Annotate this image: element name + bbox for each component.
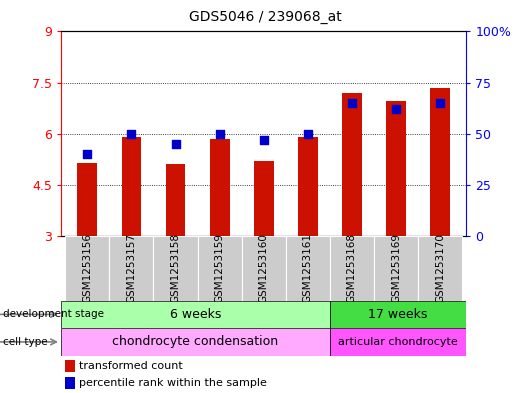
- Point: [171, 141, 180, 147]
- Text: GSM1253168: GSM1253168: [347, 233, 357, 303]
- Text: percentile rank within the sample: percentile rank within the sample: [79, 378, 267, 388]
- Bar: [330, 328, 466, 356]
- Bar: [418, 236, 462, 301]
- Point: [436, 100, 444, 106]
- Text: GSM1253170: GSM1253170: [435, 233, 445, 303]
- Text: transformed count: transformed count: [79, 361, 183, 371]
- Text: GSM1253159: GSM1253159: [215, 233, 225, 303]
- Bar: [330, 236, 374, 301]
- Bar: [65, 377, 75, 389]
- Point: [127, 130, 136, 137]
- Point: [304, 130, 312, 137]
- Text: 6 weeks: 6 weeks: [170, 308, 221, 321]
- Bar: [386, 101, 406, 236]
- Bar: [430, 88, 450, 236]
- Bar: [286, 236, 330, 301]
- Text: GSM1253161: GSM1253161: [303, 233, 313, 303]
- Bar: [61, 301, 330, 328]
- Text: chondrocyte condensation: chondrocyte condensation: [112, 335, 278, 349]
- Point: [215, 130, 224, 137]
- Bar: [61, 328, 330, 356]
- Bar: [65, 360, 75, 372]
- Bar: [254, 161, 273, 236]
- Bar: [165, 164, 186, 236]
- Text: GSM1253160: GSM1253160: [259, 233, 269, 303]
- Bar: [77, 163, 98, 236]
- Bar: [109, 236, 154, 301]
- Point: [392, 106, 400, 112]
- Point: [348, 100, 356, 106]
- Text: GSM1253157: GSM1253157: [127, 233, 136, 303]
- Text: cell type: cell type: [3, 337, 47, 347]
- Text: articular chondrocyte: articular chondrocyte: [338, 337, 458, 347]
- Text: GSM1253156: GSM1253156: [82, 233, 92, 303]
- Bar: [65, 236, 109, 301]
- Bar: [198, 236, 242, 301]
- Text: 17 weeks: 17 weeks: [368, 308, 428, 321]
- Bar: [121, 137, 142, 236]
- Text: GSM1253158: GSM1253158: [171, 233, 181, 303]
- Bar: [242, 236, 286, 301]
- Bar: [330, 301, 466, 328]
- Point: [83, 151, 92, 157]
- Text: GDS5046 / 239068_at: GDS5046 / 239068_at: [189, 10, 341, 24]
- Text: GSM1253169: GSM1253169: [391, 233, 401, 303]
- Bar: [298, 137, 317, 236]
- Point: [260, 137, 268, 143]
- Text: development stage: development stage: [3, 309, 104, 320]
- Bar: [154, 236, 198, 301]
- Bar: [342, 93, 362, 236]
- Bar: [374, 236, 418, 301]
- Bar: [210, 139, 229, 236]
